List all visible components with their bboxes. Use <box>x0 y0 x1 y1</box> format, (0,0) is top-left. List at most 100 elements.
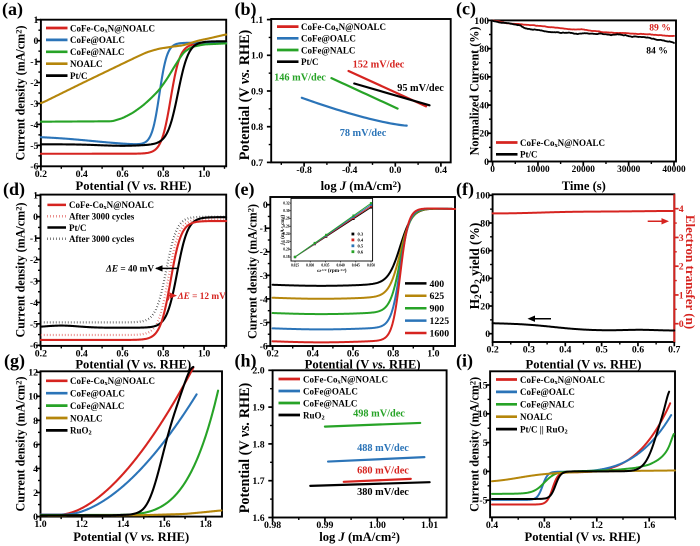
svg-text:CoFe-CoxN@NOALC: CoFe-CoxN@NOALC <box>69 200 154 211</box>
svg-text:j-1 (mA-1 cm2): j-1 (mA-1 cm2) <box>279 215 286 246</box>
svg-text:0.4: 0.4 <box>307 349 319 360</box>
svg-text:Time (s): Time (s) <box>562 179 606 193</box>
svg-text:-2: -2 <box>30 255 38 266</box>
svg-text:-6: -6 <box>30 162 38 173</box>
svg-text:(f): (f) <box>456 179 474 200</box>
svg-text:0: 0 <box>33 36 38 47</box>
svg-text:Pt/C: Pt/C <box>301 57 319 67</box>
svg-text:Normalized Current (%): Normalized Current (%) <box>467 27 481 156</box>
svg-text:Current density (mA/cm2): Current density (mA/cm2) <box>13 25 27 160</box>
svg-text:-1: -1 <box>260 224 268 235</box>
svg-text:RuO2: RuO2 <box>70 426 92 437</box>
svg-text:NOALC: NOALC <box>70 413 103 423</box>
svg-text:Potential (V vs. RHE): Potential (V vs. RHE) <box>73 530 189 544</box>
svg-text:-2: -2 <box>260 247 268 258</box>
svg-text:0.3: 0.3 <box>523 345 535 356</box>
svg-text:0: 0 <box>485 329 490 340</box>
svg-text:1.2: 1.2 <box>76 519 88 530</box>
svg-text:0.5: 0.5 <box>595 345 607 356</box>
svg-text:1.7: 1.7 <box>252 476 264 487</box>
svg-text:0.4: 0.4 <box>76 169 88 180</box>
svg-text:0.7: 0.7 <box>668 345 680 356</box>
svg-text:60: 60 <box>480 246 490 257</box>
svg-text:0.035: 0.035 <box>321 264 329 268</box>
svg-text:4: 4 <box>679 204 684 215</box>
svg-text:84 %: 84 % <box>646 46 668 57</box>
svg-text:(c): (c) <box>456 0 476 20</box>
svg-text:0.6: 0.6 <box>632 345 644 356</box>
svg-text:Pt/C: Pt/C <box>70 71 88 81</box>
svg-text:2.0: 2.0 <box>252 366 264 377</box>
svg-text:78 mV/dec: 78 mV/dec <box>340 128 387 139</box>
svg-text:1: 1 <box>33 191 38 202</box>
svg-text:498 mV/dec: 498 mV/dec <box>353 409 405 420</box>
svg-text:2: 2 <box>679 262 684 273</box>
svg-text:0: 0 <box>484 157 489 168</box>
svg-text:0.8: 0.8 <box>251 122 263 133</box>
svg-text:-5: -5 <box>30 141 38 152</box>
svg-text:1.0: 1.0 <box>34 519 46 530</box>
svg-text:-4: -4 <box>30 120 38 131</box>
svg-text:Potential (V vs. RHE): Potential (V vs. RHE) <box>525 530 641 544</box>
svg-text:Electron transfer (n): Electron transfer (n) <box>683 215 698 329</box>
svg-text:380 mV/dec: 380 mV/dec <box>357 487 409 498</box>
svg-text:log J (mA/cm2): log J (mA/cm2) <box>319 530 400 544</box>
svg-text:60: 60 <box>479 72 489 83</box>
svg-text:CoFe-CoxN@NOALC: CoFe-CoxN@NOALC <box>70 23 155 34</box>
svg-text:-2: -2 <box>30 78 38 89</box>
svg-text:(d): (d) <box>3 179 25 200</box>
svg-text:1.6: 1.6 <box>158 519 170 530</box>
svg-text:0.22: 0.22 <box>283 240 289 244</box>
svg-text:0.7: 0.7 <box>251 158 263 169</box>
svg-text:0.99: 0.99 <box>316 520 333 531</box>
svg-text:1.6: 1.6 <box>643 520 655 531</box>
svg-text:0.030: 0.030 <box>306 264 314 268</box>
svg-text:1.8: 1.8 <box>252 439 264 450</box>
svg-text:CoFe-CoxN@NOALC: CoFe-CoxN@NOALC <box>520 138 605 149</box>
svg-text:0.2: 0.2 <box>35 169 47 180</box>
svg-text:40: 40 <box>480 274 490 285</box>
svg-text:1.9: 1.9 <box>252 403 264 414</box>
svg-text:10: 10 <box>478 409 488 420</box>
svg-text:ω-1/2 (rpm-1/2): ω-1/2 (rpm-1/2) <box>317 267 347 274</box>
svg-text:40000: 40000 <box>662 165 686 175</box>
svg-text:(e): (e) <box>235 179 255 200</box>
svg-text:1.6: 1.6 <box>252 513 264 524</box>
svg-text:CoFe@OALC: CoFe@OALC <box>70 389 125 399</box>
svg-text:-6: -6 <box>30 341 38 352</box>
svg-text:0.32: 0.32 <box>283 201 289 205</box>
svg-text:CoFe@OALC: CoFe@OALC <box>301 34 356 44</box>
svg-text:0.98: 0.98 <box>264 520 281 531</box>
svg-text:3: 3 <box>679 233 684 244</box>
svg-text:0: 0 <box>483 467 488 478</box>
svg-text:Pt/C: Pt/C <box>69 223 87 233</box>
svg-text:-5: -5 <box>30 319 38 330</box>
svg-text:Potential (V vs. RHE): Potential (V vs. RHE) <box>305 357 421 371</box>
svg-text:Potential (V vs. RHE): Potential (V vs. RHE) <box>76 179 192 193</box>
svg-text:1225: 1225 <box>430 316 450 327</box>
svg-text:1.4: 1.4 <box>117 519 129 530</box>
svg-text:Current density (mA/cm2): Current density (mA/cm2) <box>467 377 481 512</box>
svg-text:NOALC: NOALC <box>70 59 103 69</box>
svg-text:H2O2 yield (%): H2O2 yield (%) <box>467 223 484 310</box>
svg-text:Potential (V vs. RHE): Potential (V vs. RHE) <box>237 29 253 160</box>
svg-text:CoFe@NALC: CoFe@NALC <box>301 45 355 55</box>
svg-text:1: 1 <box>33 15 38 26</box>
svg-text:400: 400 <box>430 279 445 290</box>
svg-text:-0.4: -0.4 <box>342 165 358 176</box>
svg-text:After 3000 cycles: After 3000 cycles <box>69 212 135 222</box>
svg-text:10000: 10000 <box>526 165 550 175</box>
svg-text:(h): (h) <box>235 351 257 372</box>
svg-text:488 mV/dec: 488 mV/dec <box>357 443 409 454</box>
svg-text:0.30: 0.30 <box>283 209 289 213</box>
svg-text:-6: -6 <box>260 341 268 352</box>
svg-text:Current density (mA/cm2): Current density (mA/cm2) <box>13 376 27 511</box>
svg-text:0.025: 0.025 <box>291 264 299 268</box>
svg-text:CoFe@OALC: CoFe@OALC <box>303 386 358 396</box>
svg-text:NOALC: NOALC <box>520 412 553 422</box>
svg-text:20000: 20000 <box>572 165 596 175</box>
svg-text:1: 1 <box>679 290 684 301</box>
svg-text:900: 900 <box>430 304 445 315</box>
svg-text:0.8: 0.8 <box>538 520 550 531</box>
svg-text:-5: -5 <box>479 496 487 507</box>
